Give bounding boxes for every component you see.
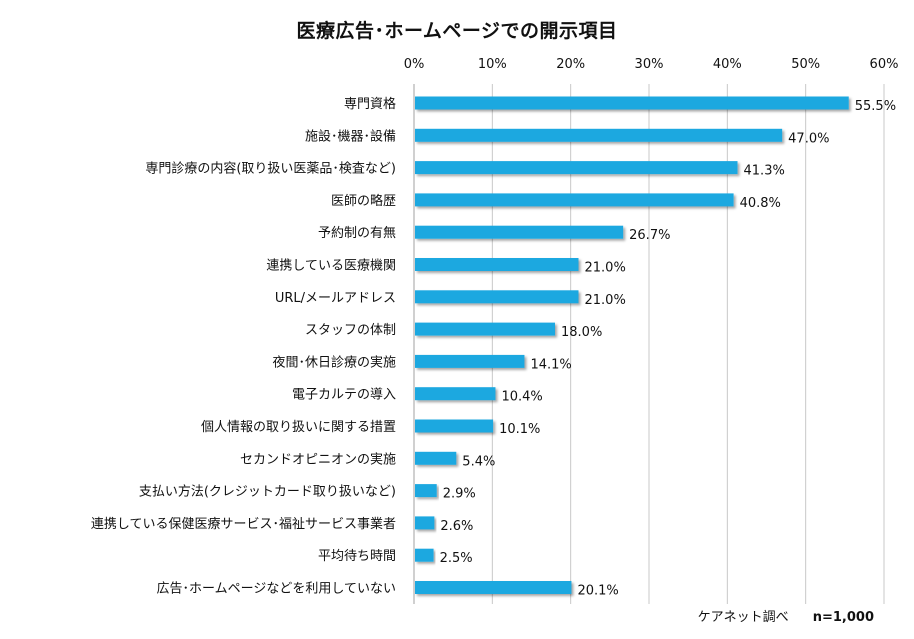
value-label: 26.7% [629,228,670,243]
bar [415,548,434,562]
category-label: 支払い方法(クレジットカード取り扱いなど) [139,484,396,500]
bar [415,96,849,110]
category-label: 夜間･休日診療の実施 [272,354,396,370]
value-label: 20.1% [577,584,618,599]
value-label: 47.0% [788,131,829,146]
value-label: 21.0% [585,293,626,308]
x-axis-ticks: 0% 10% 20% 30% 40% 50% 60% [404,57,899,72]
value-label: 55.5% [855,99,896,114]
bar [415,290,579,304]
bar [415,322,555,336]
value-label: 14.1% [530,357,571,372]
category-label: 専門資格 [344,96,396,112]
bar [415,258,579,271]
value-label: 2.5% [440,551,473,566]
category-label: 専門診療の内容(取り扱い医薬品･検査など) [145,161,396,177]
bar [415,387,496,401]
category-label: 個人情報の取り扱いに関する措置 [201,420,396,435]
bar [415,354,525,368]
category-label: 医師の略歴 [331,193,396,209]
footer-note: ケアネット調べ n=1,000 [698,606,874,625]
value-label: 41.3% [744,164,785,179]
bar [415,193,734,207]
category-label: 広告･ホームページなどを利用していない [157,582,396,597]
category-label: 連携している保健医療サービス･福祉サービス事業者 [91,516,396,532]
value-label: 40.8% [740,196,781,211]
category-label: 平均待ち時間 [318,549,396,564]
category-label: スタッフの体制 [305,323,396,338]
value-label: 10.1% [499,422,540,437]
bar [415,451,457,465]
x-tick-label: 0% [404,57,425,72]
value-label: 2.9% [443,487,476,502]
bar [415,419,494,433]
bar [415,516,435,530]
value-labels: 55.5% 47.0% 41.3% 40.8% 26.7% 21.0% 21.0% 18.0%… [440,99,896,599]
x-tick-label: 30% [635,57,664,72]
x-tick-label: 60% [870,57,899,72]
bars [415,96,849,594]
bar [415,484,437,498]
category-label: セカンドオピニオンの実施 [240,451,396,467]
grid-lines [413,84,885,604]
category-label: 連携している医療機関 [266,258,396,274]
x-tick-label: 10% [478,57,507,72]
sample-size-label: n=1,000 [812,610,874,625]
x-tick-label: 20% [556,57,585,72]
value-label: 21.0% [585,261,626,276]
value-label: 5.4% [462,454,495,469]
value-label: 18.0% [561,325,602,340]
category-label: 予約制の有無 [318,226,396,241]
category-label: URL/メールアドレス [275,291,396,306]
value-label: 2.6% [440,519,473,534]
bar [415,161,738,175]
chart-title: 医療広告･ホームページでの開示項目 [296,20,618,42]
value-label: 10.4% [501,390,542,405]
x-tick-label: 50% [791,57,820,72]
x-tick-label: 40% [713,57,742,72]
source-label: ケアネット調べ [697,610,789,625]
bar [415,225,624,239]
category-label: 施設･機器･設備 [305,128,396,144]
category-label: 電子カルテの導入 [292,388,396,403]
bar [415,128,783,142]
bar [415,581,572,594]
